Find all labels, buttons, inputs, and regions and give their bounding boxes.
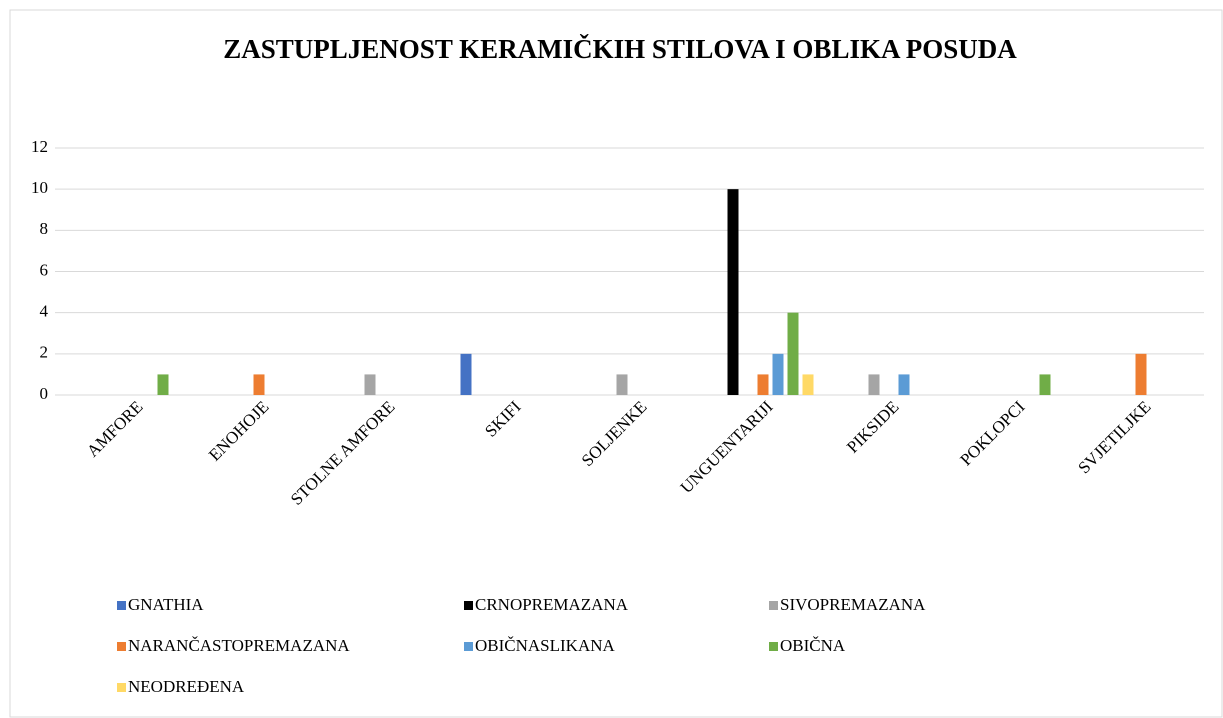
bar (253, 374, 265, 395)
chart-border (9, 9, 1223, 718)
y-tick-label: 10 (31, 178, 48, 197)
bar (802, 374, 814, 395)
bar (364, 374, 376, 395)
bar (898, 374, 910, 395)
legend-label: GNATHIA (128, 595, 204, 614)
y-tick-label: 4 (40, 302, 49, 321)
legend-swatch (464, 601, 473, 610)
y-tick-label: 2 (40, 343, 49, 362)
bar (1039, 374, 1051, 395)
y-tick-label: 12 (31, 137, 48, 156)
y-tick-label: 6 (40, 260, 49, 279)
legend-swatch (117, 642, 126, 651)
legend-swatch (769, 642, 778, 651)
legend-swatch (464, 642, 473, 651)
bar (1135, 353, 1147, 395)
legend-label: NARANČASTOPREMAZANA (128, 636, 350, 655)
bar (157, 374, 169, 395)
bar (787, 312, 799, 395)
legend-label: NEODREĐENA (128, 677, 245, 696)
bar (772, 353, 784, 395)
legend-swatch (117, 683, 126, 692)
legend-label: OBIČNA (780, 636, 846, 655)
legend-label: OBIČNASLIKANA (475, 636, 616, 655)
bar (757, 374, 769, 395)
chart-title: ZASTUPLJENOST KERAMIČKIH STILOVA I OBLIK… (223, 34, 1017, 64)
legend-swatch (117, 601, 126, 610)
legend-label: CRNOPREMAZANA (475, 595, 629, 614)
bar (460, 353, 472, 395)
legend-swatch (769, 601, 778, 610)
bar (616, 374, 628, 395)
y-tick-label: 0 (40, 384, 49, 403)
bar (727, 189, 739, 395)
legend-label: SIVOPREMAZANA (780, 595, 926, 614)
y-tick-label: 8 (40, 219, 49, 238)
bar (868, 374, 880, 395)
